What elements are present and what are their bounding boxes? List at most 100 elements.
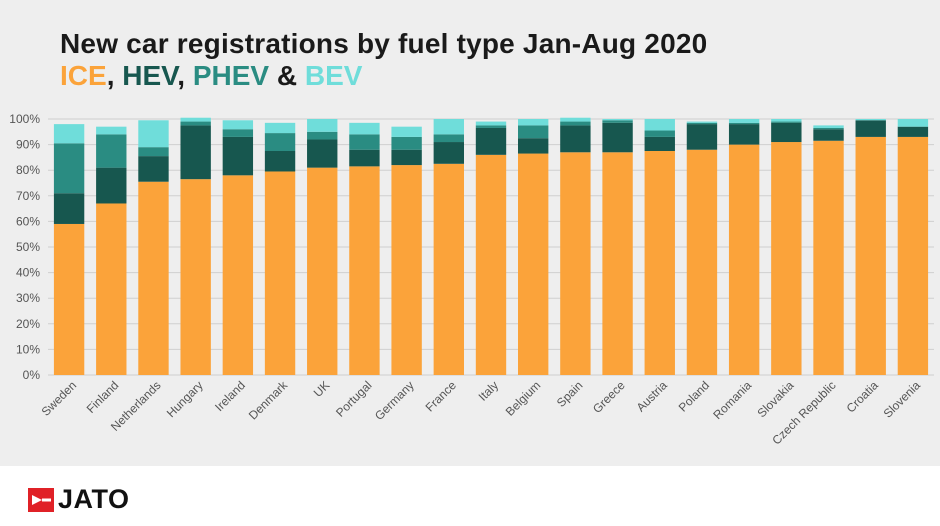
bar-segment-ice bbox=[771, 142, 802, 375]
bar-segment-ice bbox=[138, 181, 169, 375]
bar-segment-phev bbox=[222, 129, 254, 137]
bar-segment-hev bbox=[644, 136, 675, 151]
bar-segment-hev bbox=[53, 193, 85, 224]
bar-segment-ice bbox=[475, 154, 507, 375]
jato-arrow-icon bbox=[28, 487, 54, 512]
bar-segment-phev bbox=[53, 143, 85, 194]
legend-sep-1: , bbox=[106, 60, 123, 91]
bar-segment-ice bbox=[855, 136, 886, 375]
bar-segment-bev bbox=[686, 121, 718, 123]
logo-text: JATO bbox=[58, 484, 130, 514]
x-tick-label: Italy bbox=[476, 378, 501, 403]
y-tick-label: 80% bbox=[16, 163, 40, 177]
bar-segment-hev bbox=[897, 126, 929, 137]
y-tick-label: 60% bbox=[16, 214, 40, 228]
x-tick-label: Ireland bbox=[212, 378, 248, 414]
bar-segment-bev bbox=[855, 119, 886, 121]
bar-segment-bev bbox=[433, 119, 464, 135]
bar-segment-hev bbox=[349, 149, 380, 167]
bar-segment-ice bbox=[518, 153, 549, 375]
bar-segment-hev bbox=[222, 136, 254, 176]
chart-subtitle-legend: ICE, HEV, PHEV & BEV bbox=[60, 60, 362, 92]
x-tick-label: Poland bbox=[676, 378, 712, 414]
bar-segment-phev bbox=[728, 122, 760, 125]
jato-logo: JATO bbox=[28, 484, 130, 515]
x-tick-label: Finland bbox=[84, 378, 122, 416]
bar-segment-bev bbox=[644, 119, 675, 131]
bar-segment-hev bbox=[813, 129, 844, 141]
legend-ice: ICE bbox=[60, 60, 107, 91]
bar-segment-ice bbox=[222, 175, 254, 375]
bar-segment-bev bbox=[264, 122, 296, 134]
legend-hev: HEV bbox=[122, 60, 178, 91]
y-tick-label: 40% bbox=[16, 266, 40, 280]
stacked-bar-chart: 0%10%20%30%40%50%60%70%80%90%100%Sweden F… bbox=[9, 112, 934, 448]
y-tick-label: 50% bbox=[16, 240, 40, 254]
footer: JATO bbox=[0, 466, 940, 526]
legend-bev: BEV bbox=[304, 60, 363, 91]
bar-segment-hev bbox=[264, 151, 296, 172]
bar-segment-bev bbox=[475, 121, 507, 126]
bar-segment-bev bbox=[349, 122, 380, 135]
bar-segment-bev bbox=[602, 119, 633, 121]
bar-segment-bev bbox=[728, 119, 760, 123]
x-tick-label: Germany bbox=[372, 378, 417, 423]
bar-segment-hev bbox=[518, 138, 549, 154]
bar-segment-phev bbox=[433, 134, 464, 143]
y-tick-label: 10% bbox=[16, 342, 40, 356]
x-tick-label: Croatia bbox=[844, 378, 881, 415]
bar-segment-phev bbox=[686, 122, 718, 125]
bar-segment-phev bbox=[475, 125, 507, 128]
bar-segment-ice bbox=[96, 203, 127, 375]
bar-segment-hev bbox=[728, 124, 760, 145]
y-tick-label: 90% bbox=[16, 138, 40, 152]
bar-segment-ice bbox=[391, 165, 422, 375]
bar-segment-phev bbox=[644, 130, 675, 137]
bar-segment-bev bbox=[771, 119, 802, 122]
legend-sep-2: , bbox=[177, 60, 193, 91]
bar-segment-phev bbox=[138, 147, 169, 157]
bar-segment-ice bbox=[53, 223, 85, 375]
bar-segment-ice bbox=[602, 152, 633, 375]
bar-segment-bev bbox=[813, 125, 844, 128]
x-tick-label: UK bbox=[311, 378, 333, 400]
bar-segment-bev bbox=[560, 117, 591, 122]
bar-segment-ice bbox=[433, 163, 464, 375]
bar-segment-bev bbox=[307, 119, 338, 132]
bar-segment-ice bbox=[728, 144, 760, 375]
legend-phev: PHEV bbox=[192, 60, 270, 91]
x-tick-label: Slovenia bbox=[881, 378, 924, 421]
x-tick-label: Belgium bbox=[503, 378, 544, 419]
y-tick-label: 0% bbox=[23, 368, 41, 382]
x-tick-label: Romania bbox=[710, 378, 754, 422]
y-tick-label: 70% bbox=[16, 189, 40, 203]
bar-segment-phev bbox=[771, 121, 802, 123]
bar-segment-phev bbox=[96, 134, 127, 168]
bar-segment-bev bbox=[518, 119, 549, 126]
x-tick-label: Hungary bbox=[164, 378, 206, 420]
chart-panel: New car registrations by fuel type Jan-A… bbox=[0, 0, 940, 466]
bar-segment-bev bbox=[53, 124, 85, 144]
bar-segment-hev bbox=[602, 122, 633, 153]
bar-segment-hev bbox=[855, 120, 886, 137]
bar-segment-ice bbox=[264, 171, 296, 375]
bar-segment-phev bbox=[391, 136, 422, 150]
y-tick-label: 20% bbox=[16, 317, 40, 331]
bar-segment-hev bbox=[138, 156, 169, 182]
bar-segment-phev bbox=[602, 120, 633, 123]
bar-segment-ice bbox=[686, 149, 718, 375]
bar-segment-ice bbox=[897, 136, 929, 375]
bar-segment-phev bbox=[307, 131, 338, 140]
bar-segment-phev bbox=[560, 121, 591, 126]
bar-segment-ice bbox=[307, 167, 338, 375]
chart-title: New car registrations by fuel type Jan-A… bbox=[60, 28, 708, 59]
bar-segment-phev bbox=[349, 134, 380, 150]
x-tick-label: Slovakia bbox=[754, 378, 796, 420]
bar-segment-ice bbox=[644, 151, 675, 375]
x-tick-label: Portugal bbox=[333, 378, 375, 420]
bar-segment-phev bbox=[813, 127, 844, 130]
bar-segment-ice bbox=[349, 166, 380, 375]
bar-segment-hev bbox=[433, 142, 464, 164]
bar-segment-ice bbox=[813, 140, 844, 375]
bar-segment-bev bbox=[222, 120, 254, 130]
